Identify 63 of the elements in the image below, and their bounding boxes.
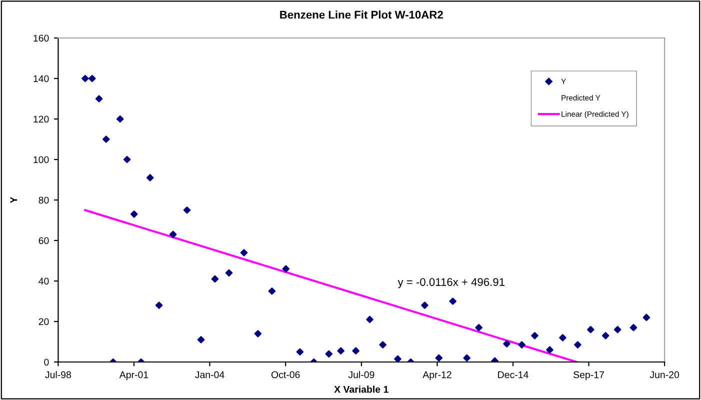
x-tick-label: Jun-20 <box>650 371 680 378</box>
point <box>614 326 622 334</box>
point <box>559 334 566 342</box>
point <box>183 206 191 214</box>
point <box>146 174 154 182</box>
point <box>225 269 233 277</box>
point <box>95 95 103 102</box>
point <box>546 346 554 354</box>
point <box>116 115 124 123</box>
y-tick-label: 100 <box>34 156 49 164</box>
point <box>268 287 276 295</box>
x-tick-label: Apr-12 <box>422 371 452 380</box>
point <box>130 210 138 218</box>
point <box>254 330 262 338</box>
point <box>379 341 386 348</box>
point <box>240 249 248 256</box>
point <box>82 74 89 82</box>
point <box>155 302 163 309</box>
point <box>475 324 482 332</box>
point <box>642 314 650 322</box>
point <box>421 302 428 309</box>
x-tick-label: Dec-14 <box>498 371 528 378</box>
point <box>435 354 443 362</box>
y-tick-label: 160 <box>34 34 49 42</box>
x-tick-label: Apr-01 <box>119 371 148 380</box>
point <box>587 326 594 334</box>
y-tick-label: 40 <box>38 278 49 285</box>
point <box>574 341 582 348</box>
chart-title: Benzene Line Fit Plot W-10AR2 <box>280 10 443 19</box>
point <box>337 347 344 355</box>
point <box>630 324 638 332</box>
point <box>463 354 470 362</box>
annotation: y = -0.0116x + 496.91 <box>398 278 504 288</box>
x-tick-label: Jul-98 <box>45 371 71 378</box>
point <box>366 316 374 324</box>
point <box>88 74 96 82</box>
point <box>531 332 538 340</box>
y-tick-label: 0 <box>44 358 49 366</box>
point <box>282 265 290 272</box>
point <box>325 350 332 358</box>
x-tick-label: Oct-06 <box>271 371 300 378</box>
point <box>169 230 177 238</box>
y-tick-label: 120 <box>34 116 49 123</box>
y-tick-label: 20 <box>38 318 49 326</box>
y-tick-label: 80 <box>38 196 49 204</box>
y-tick-label: 60 <box>38 237 49 244</box>
point <box>449 298 456 305</box>
point <box>602 332 610 340</box>
point <box>123 156 131 164</box>
x-tick-label: Sep-17 <box>574 371 604 380</box>
y-axis-title: Y <box>10 196 18 204</box>
point <box>518 341 526 348</box>
point <box>296 348 304 356</box>
point <box>211 275 219 283</box>
point <box>352 347 360 355</box>
point <box>503 340 510 348</box>
x-tick-label: Jan-04 <box>195 371 224 378</box>
x-axis-title: X Variable 1 <box>334 386 388 393</box>
point <box>102 136 110 143</box>
y-tick-label: 140 <box>34 75 49 82</box>
point <box>197 336 205 344</box>
x-tick-label: Jul-09 <box>348 371 374 378</box>
point <box>394 355 402 362</box>
